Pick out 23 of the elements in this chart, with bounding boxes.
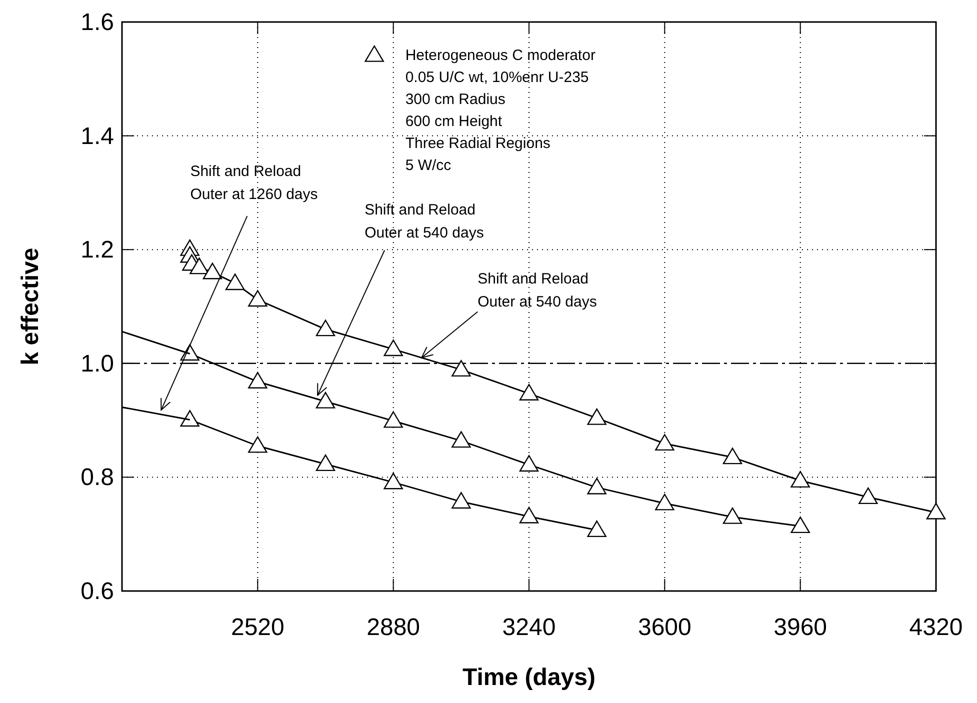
y-tick-label: 1.0 xyxy=(80,350,114,378)
y-axis-title: k effective xyxy=(17,248,44,366)
annotation: 300 cm Radius xyxy=(405,91,506,108)
annotation: 600 cm Height xyxy=(405,113,503,130)
annotation: Three Radial Regions xyxy=(405,135,550,152)
x-tick-label: 2880 xyxy=(366,614,420,641)
annotation: Shift and Reload Outer at 540 days xyxy=(478,270,597,311)
x-axis-title: Time (days) xyxy=(462,664,596,691)
x-tick-label: 3240 xyxy=(502,614,556,641)
legend-label: Heterogeneous C moderator xyxy=(405,47,596,64)
x-tick-label: 3600 xyxy=(638,614,692,641)
annotation: 0.05 U/C wt, 10%enr U-235 xyxy=(405,69,589,86)
y-tick-label: 0.8 xyxy=(80,464,114,492)
annotation: Shift and Reload Outer at 540 days xyxy=(364,201,484,242)
y-tick-label: 1.6 xyxy=(80,9,114,36)
y-tick-label: 0.6 xyxy=(80,578,114,605)
annotation: 5 W/cc xyxy=(405,157,452,174)
x-tick-label: 4320 xyxy=(909,614,963,641)
x-tick-label: 3960 xyxy=(774,614,828,641)
annotation: Shift and Reload Outer at 1260 days xyxy=(190,163,318,204)
y-tick-label: 1.4 xyxy=(80,122,114,150)
x-tick-label: 2520 xyxy=(230,614,284,641)
y-tick-label: 1.2 xyxy=(80,236,114,264)
